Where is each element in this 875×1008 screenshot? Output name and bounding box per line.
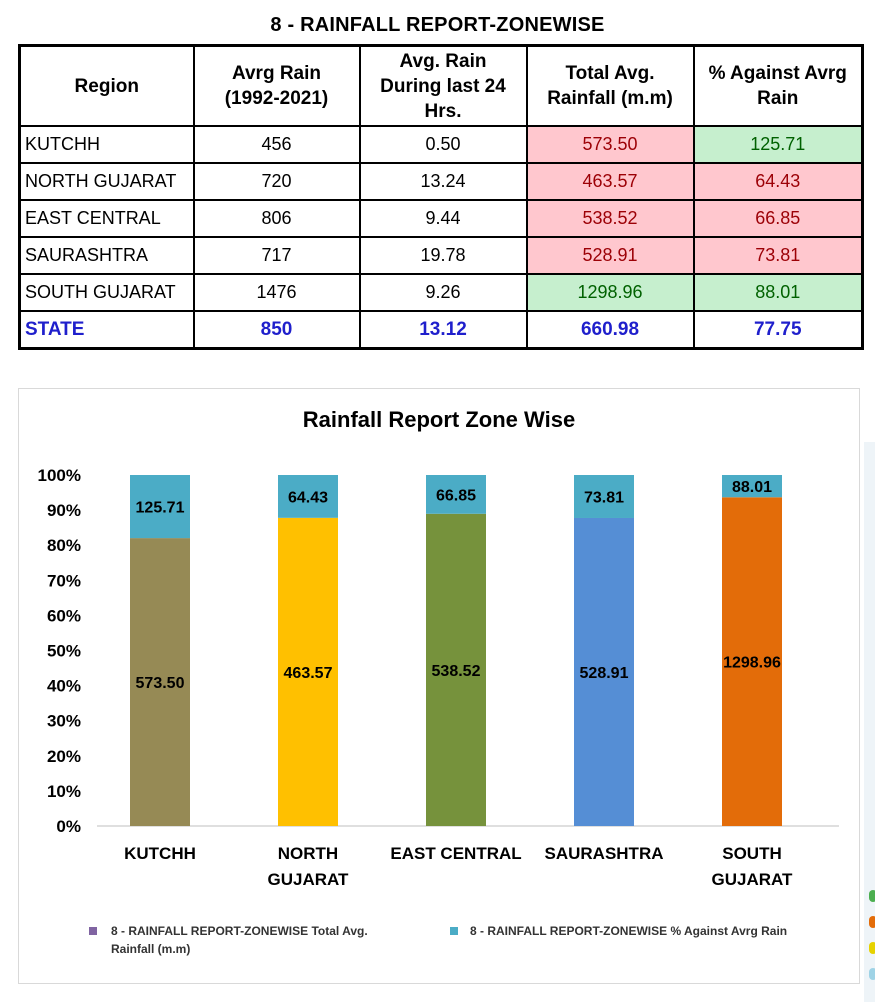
column-header-total-rainfall: Total Avg. Rainfall (m.m) bbox=[525, 44, 695, 127]
avrg-rain-cell: 1476 bbox=[192, 273, 361, 312]
x-category-label: GUJARAT bbox=[268, 870, 350, 889]
bar-percent-against bbox=[722, 475, 782, 498]
y-tick-label: 10% bbox=[47, 782, 81, 801]
last-24-cell: 9.44 bbox=[358, 199, 528, 238]
region-cell: NORTH GUJARAT bbox=[18, 162, 195, 201]
column-header-avrg-rain: Avrg Rain (1992-2021) bbox=[192, 44, 361, 127]
report-title: 8 - RAINFALL REPORT-ZONEWISE bbox=[270, 14, 605, 36]
total-rainfall-cell: 528.91 bbox=[525, 236, 695, 275]
y-tick-label: 30% bbox=[47, 712, 81, 731]
chart-panel: Rainfall Report Zone Wise 0% 10% 20% 30% 40% 5… bbox=[18, 388, 860, 984]
region-cell: SAURASHTRA bbox=[18, 236, 195, 275]
data-label-percent-against: 73.81 bbox=[584, 489, 624, 506]
bar-percent-against bbox=[278, 475, 338, 518]
legend-swatch-total-rainfall bbox=[89, 927, 97, 935]
data-label-total-rainfall: 463.57 bbox=[284, 665, 333, 682]
state-total-row: STATE 850 13.12 660.98 77.75 bbox=[18, 310, 864, 350]
region-cell: STATE bbox=[18, 310, 195, 350]
data-label-percent-against: 125.71 bbox=[136, 500, 185, 517]
bar-percent-against bbox=[574, 475, 634, 518]
table-row: SOUTH GUJARAT 1476 9.26 1298.96 88.01 bbox=[18, 273, 864, 312]
x-category-label: SAURASHTRA bbox=[545, 844, 664, 863]
avrg-rain-cell: 850 bbox=[192, 310, 361, 350]
region-cell: KUTCHH bbox=[18, 125, 195, 164]
data-label-total-rainfall: 528.91 bbox=[580, 665, 629, 682]
region-cell: SOUTH GUJARAT bbox=[18, 273, 195, 312]
y-tick-label: 20% bbox=[47, 747, 81, 766]
column-header-region: Region bbox=[18, 44, 195, 127]
region-cell: EAST CENTRAL bbox=[18, 199, 195, 238]
bar-total-rainfall bbox=[574, 517, 634, 826]
x-category-label: KUTCHH bbox=[124, 844, 196, 863]
rainfall-table: Region Avrg Rain (1992-2021) Avg. Rain D… bbox=[18, 44, 864, 350]
percent-against-cell: 125.71 bbox=[692, 125, 864, 164]
side-panel-marker bbox=[869, 890, 875, 902]
bar-total-rainfall bbox=[722, 497, 782, 826]
last-24-cell: 9.26 bbox=[358, 273, 528, 312]
y-tick-label: 70% bbox=[47, 571, 81, 590]
table-row: NORTH GUJARAT 720 13.24 463.57 64.43 bbox=[18, 162, 864, 201]
percent-against-cell: 73.81 bbox=[692, 236, 864, 275]
y-tick-label: 100% bbox=[38, 466, 81, 485]
bar-total-rainfall bbox=[130, 538, 190, 826]
bar-total-rainfall bbox=[426, 513, 486, 826]
avrg-rain-cell: 717 bbox=[192, 236, 361, 275]
y-tick-label: 60% bbox=[47, 606, 81, 625]
avrg-rain-cell: 806 bbox=[192, 199, 361, 238]
last-24-cell: 13.24 bbox=[358, 162, 528, 201]
data-label-percent-against: 88.01 bbox=[732, 479, 772, 496]
side-panel-marker bbox=[869, 942, 875, 954]
last-24-cell: 0.50 bbox=[358, 125, 528, 164]
x-category-label: SOUTH bbox=[722, 844, 782, 863]
y-tick-label: 0% bbox=[56, 817, 81, 836]
y-tick-label: 80% bbox=[47, 536, 81, 555]
percent-against-cell: 66.85 bbox=[692, 199, 864, 238]
total-rainfall-cell: 573.50 bbox=[525, 125, 695, 164]
chart-title: Rainfall Report Zone Wise bbox=[303, 407, 575, 432]
last-24-cell: 19.78 bbox=[358, 236, 528, 275]
bar-percent-against bbox=[426, 475, 486, 514]
x-category-label: NORTH bbox=[278, 844, 338, 863]
x-category-label: GUJARAT bbox=[712, 870, 794, 889]
legend-label-percent-against: 8 - RAINFALL REPORT-ZONEWISE % Against A… bbox=[470, 924, 787, 938]
bar-total-rainfall bbox=[278, 517, 338, 826]
side-panel-edge bbox=[864, 442, 875, 1002]
stacked-bar-chart: Rainfall Report Zone Wise 0% 10% 20% 30% 40% 5… bbox=[38, 407, 839, 956]
data-label-total-rainfall: 1298.96 bbox=[723, 655, 781, 672]
data-label-percent-against: 64.43 bbox=[288, 489, 328, 506]
percent-against-cell: 64.43 bbox=[692, 162, 864, 201]
side-panel-marker bbox=[869, 916, 875, 928]
legend-label-total-rainfall: Rainfall (m.m) bbox=[111, 942, 190, 956]
data-label-total-rainfall: 538.52 bbox=[432, 663, 481, 680]
bar-percent-against bbox=[130, 475, 190, 539]
total-rainfall-cell: 660.98 bbox=[525, 310, 695, 350]
column-header-percent-against: % Against Avrg Rain bbox=[692, 44, 864, 127]
avrg-rain-cell: 456 bbox=[192, 125, 361, 164]
column-header-last-24-hrs: Avg. Rain During last 24 Hrs. bbox=[358, 44, 528, 127]
data-label-percent-against: 66.85 bbox=[436, 487, 476, 504]
table-row: EAST CENTRAL 806 9.44 538.52 66.85 bbox=[18, 199, 864, 238]
total-rainfall-cell: 463.57 bbox=[525, 162, 695, 201]
percent-against-cell: 88.01 bbox=[692, 273, 864, 312]
table-row: KUTCHH 456 0.50 573.50 125.71 bbox=[18, 125, 864, 164]
total-rainfall-cell: 1298.96 bbox=[525, 273, 695, 312]
legend-label-total-rainfall: 8 - RAINFALL REPORT-ZONEWISE Total Avg. bbox=[111, 924, 368, 938]
data-label-total-rainfall: 573.50 bbox=[136, 675, 185, 692]
total-rainfall-cell: 538.52 bbox=[525, 199, 695, 238]
y-tick-label: 40% bbox=[47, 677, 81, 696]
y-tick-label: 50% bbox=[47, 642, 81, 661]
legend-swatch-percent-against bbox=[450, 927, 458, 935]
percent-against-cell: 77.75 bbox=[692, 310, 864, 350]
avrg-rain-cell: 720 bbox=[192, 162, 361, 201]
table-header-row: Region Avrg Rain (1992-2021) Avg. Rain D… bbox=[18, 44, 864, 127]
table-row: SAURASHTRA 717 19.78 528.91 73.81 bbox=[18, 236, 864, 275]
y-tick-label: 90% bbox=[47, 501, 81, 520]
side-panel-marker bbox=[869, 968, 875, 980]
x-category-label: EAST CENTRAL bbox=[390, 844, 521, 863]
last-24-cell: 13.12 bbox=[358, 310, 528, 350]
